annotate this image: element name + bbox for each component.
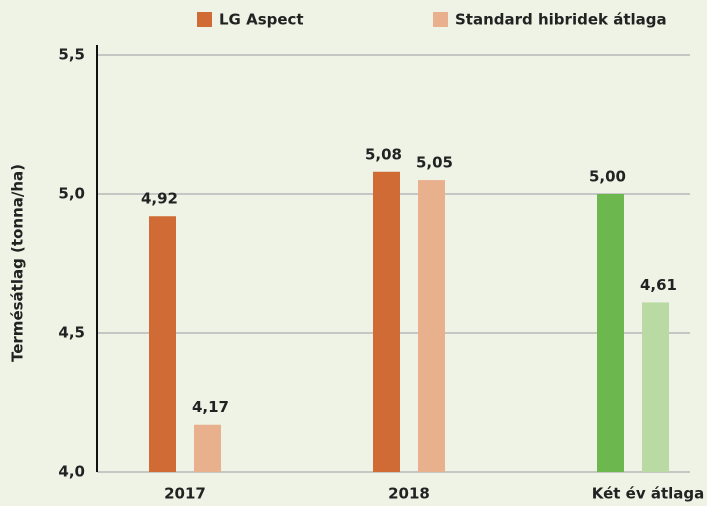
- bar: [149, 216, 176, 472]
- bar: [642, 302, 669, 472]
- y-tick-label: 4,0: [58, 463, 85, 481]
- bar: [194, 424, 221, 472]
- data-label: 5,08: [365, 145, 402, 163]
- x-tick-label: Két év átlaga: [592, 485, 705, 503]
- data-label: 5,00: [589, 168, 626, 186]
- data-label: 4,92: [141, 190, 178, 208]
- data-label: 4,61: [640, 276, 677, 294]
- y-tick-label: 5,0: [58, 185, 85, 203]
- legend-swatch: [197, 12, 212, 27]
- y-axis-title: Termésátlag (tonna/ha): [9, 164, 27, 362]
- legend-swatch: [433, 12, 448, 27]
- legend-label: Standard hibridek átlaga: [455, 11, 667, 29]
- x-tick-label: 2018: [388, 485, 430, 503]
- bar: [597, 194, 624, 472]
- bar: [418, 180, 445, 472]
- y-tick-label: 5,5: [58, 46, 85, 64]
- legend-label: LG Aspect: [219, 11, 304, 29]
- y-tick-label: 4,5: [58, 324, 85, 342]
- data-label: 4,17: [192, 398, 229, 416]
- data-label: 5,05: [416, 154, 453, 172]
- bar: [373, 171, 400, 472]
- x-tick-label: 2017: [164, 485, 206, 503]
